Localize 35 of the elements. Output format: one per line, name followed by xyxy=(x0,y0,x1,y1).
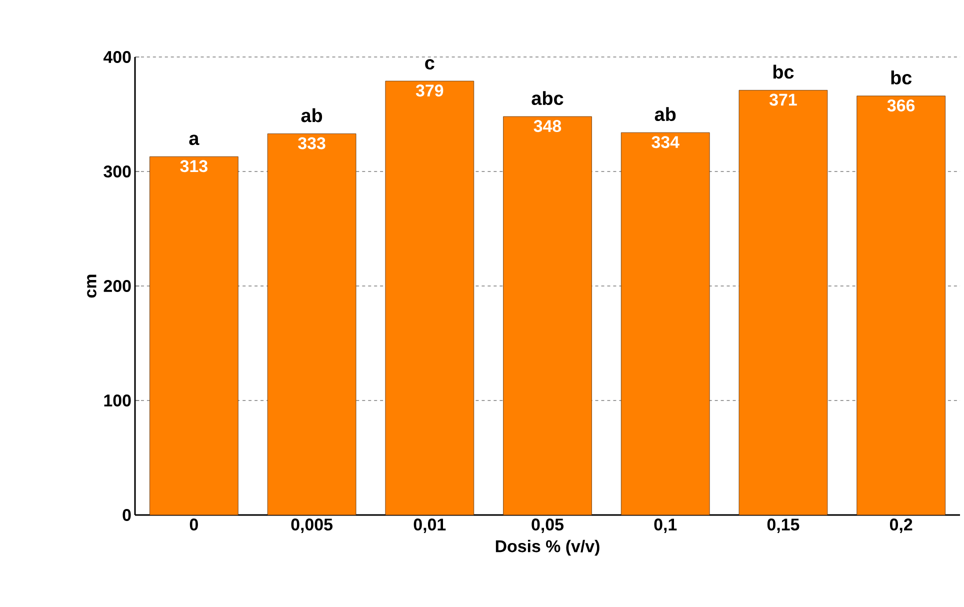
annotation: bc xyxy=(891,70,912,84)
data-label: 366 xyxy=(887,99,915,112)
data-label: 313 xyxy=(180,160,208,172)
x-axis-title: Dosis % (v/v) xyxy=(496,540,600,556)
bar xyxy=(150,156,238,516)
bar xyxy=(620,132,710,516)
bar xyxy=(856,96,946,516)
x-tick-label: 0 xyxy=(190,518,198,531)
x-tick-label: 0,01 xyxy=(414,518,446,533)
y-axis-title: cm xyxy=(87,274,96,298)
data-label: 371 xyxy=(769,94,797,106)
y-tick-label: 400 xyxy=(103,50,131,63)
annotation: c xyxy=(425,59,434,70)
data-label: 348 xyxy=(534,120,562,132)
annotation: a xyxy=(189,134,200,146)
bar xyxy=(385,80,474,516)
bar xyxy=(503,116,592,516)
annotation: ab xyxy=(301,108,322,122)
annotation: bc xyxy=(773,64,794,79)
data-label: 333 xyxy=(298,137,326,150)
data-label: 334 xyxy=(652,136,680,148)
x-tick-label: 0,15 xyxy=(767,518,800,533)
y-tick-label: 200 xyxy=(104,280,131,292)
y-tick-label: 100 xyxy=(104,394,131,406)
y-tick-label: 0 xyxy=(122,509,131,521)
annotation: abc xyxy=(532,91,564,106)
x-tick-label: 0,005 xyxy=(291,518,333,533)
x-tick-label: 0,2 xyxy=(890,518,912,533)
data-label: 379 xyxy=(416,84,444,97)
x-tick-label: 0,1 xyxy=(654,518,677,533)
x-tick-label: 0,05 xyxy=(532,518,564,533)
y-tick-label: 300 xyxy=(104,165,131,178)
bar xyxy=(738,90,828,516)
bar xyxy=(267,134,356,516)
annotation: ab xyxy=(654,107,676,122)
